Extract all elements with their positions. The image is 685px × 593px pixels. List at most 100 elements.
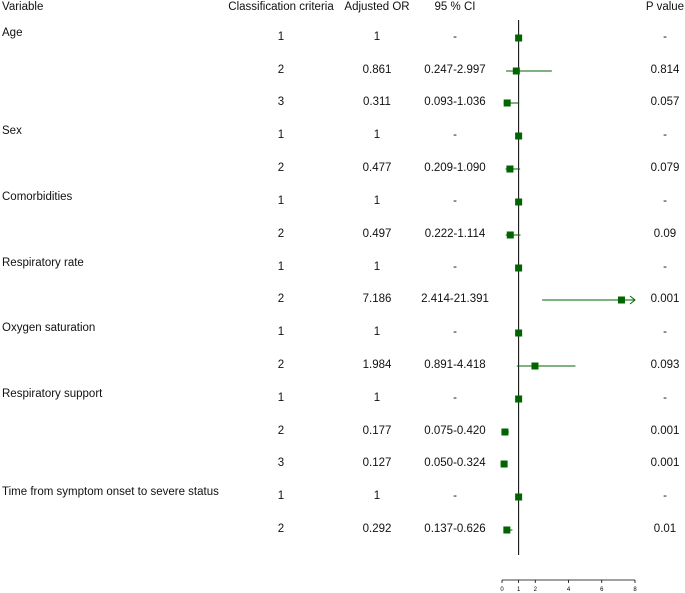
- row-ci: -: [453, 129, 457, 141]
- row-adjusted-or: 1: [373, 195, 381, 207]
- row-ci: 0.247-2.997: [424, 64, 486, 76]
- row-ci: 0.075-0.420: [424, 425, 486, 437]
- or-marker: [501, 428, 509, 436]
- header-variable: Variable: [2, 1, 44, 13]
- x-tick-label: 2: [534, 587, 538, 593]
- row-p-value: 0.814: [650, 64, 680, 76]
- row-criteria: 2: [277, 523, 285, 535]
- row-p-value: 0.057: [650, 96, 680, 108]
- row-variable: Age: [2, 27, 23, 39]
- row-criteria: 1: [277, 490, 285, 502]
- row-criteria: 2: [277, 359, 285, 371]
- row-adjusted-or: 0.311: [363, 96, 391, 108]
- row-adjusted-or: 0.497: [362, 228, 392, 240]
- or-marker: [515, 329, 523, 337]
- row-ci: 0.222-1.114: [424, 228, 486, 240]
- header-classification-criteria: Classification criteria: [228, 1, 334, 13]
- row-criteria: 1: [277, 31, 285, 43]
- row-adjusted-or: 1: [373, 326, 381, 338]
- row-p-value: -: [663, 392, 667, 404]
- row-adjusted-or: 1.984: [362, 359, 392, 371]
- or-marker: [515, 264, 523, 272]
- x-tick-label: 8: [633, 587, 637, 593]
- header-95-ci: 95 % CI: [434, 1, 476, 13]
- row-adjusted-or: 0.477: [362, 162, 392, 174]
- row-p-value: 0.001: [650, 293, 680, 305]
- row-variable: Time from symptom onset to severe status: [2, 486, 219, 498]
- x-tick-label: 6: [600, 587, 604, 593]
- header-adjusted-or: Adjusted OR: [344, 1, 410, 13]
- row-criteria: 1: [277, 129, 285, 141]
- row-variable: Sex: [2, 125, 22, 137]
- row-adjusted-or: 1: [373, 129, 381, 141]
- row-p-value: -: [663, 195, 667, 207]
- row-ci: 2.414-21.391: [421, 293, 489, 305]
- row-ci: 0.209-1.090: [424, 162, 486, 174]
- row-adjusted-or: 1: [373, 31, 381, 43]
- row-p-value: 0.079: [650, 162, 680, 174]
- row-adjusted-or: 7.186: [362, 293, 392, 305]
- row-p-value: -: [663, 31, 667, 43]
- row-variable: Respiratory rate: [2, 257, 84, 269]
- row-adjusted-or: 1: [373, 490, 381, 502]
- row-criteria: 3: [277, 96, 285, 108]
- x-tick-label: 1: [517, 587, 521, 593]
- or-marker: [506, 165, 514, 173]
- row-criteria: 2: [277, 162, 285, 174]
- or-marker: [531, 362, 539, 370]
- row-ci: -: [453, 31, 457, 43]
- or-marker: [617, 296, 625, 304]
- row-criteria: 1: [277, 392, 285, 404]
- row-criteria: 2: [277, 425, 285, 437]
- row-adjusted-or: 0.127: [362, 457, 392, 469]
- ci-arrow: [629, 295, 636, 305]
- row-adjusted-or: 1: [373, 261, 381, 273]
- row-adjusted-or: 1: [373, 392, 381, 404]
- row-p-value: -: [663, 129, 667, 141]
- row-variable: Comorbidities: [2, 191, 73, 203]
- or-marker: [515, 198, 523, 206]
- row-criteria: 2: [277, 228, 285, 240]
- row-ci: -: [453, 326, 457, 338]
- row-ci: -: [453, 392, 457, 404]
- or-marker: [515, 132, 523, 140]
- row-criteria: 1: [277, 261, 285, 273]
- x-tick-label: 4: [567, 587, 571, 593]
- row-adjusted-or: 0.292: [362, 523, 392, 535]
- row-ci: 0.137-0.626: [424, 523, 486, 535]
- row-criteria: 1: [277, 326, 285, 338]
- row-ci: -: [453, 490, 457, 502]
- or-marker: [503, 526, 511, 534]
- row-p-value: 0.001: [650, 457, 680, 469]
- or-marker: [515, 395, 523, 403]
- x-tick-label: 0: [500, 587, 504, 593]
- row-p-value: 0.01: [653, 523, 677, 535]
- row-ci: 0.891-4.418: [424, 359, 486, 371]
- or-marker: [515, 34, 523, 42]
- row-adjusted-or: 0.861: [362, 64, 392, 76]
- row-ci: 0.093-1.036: [424, 96, 486, 108]
- or-marker: [500, 460, 508, 468]
- header-p-value: P value: [645, 1, 685, 13]
- row-p-value: 0.093: [650, 359, 680, 371]
- row-criteria: 1: [277, 195, 285, 207]
- row-p-value: -: [663, 326, 667, 338]
- row-criteria: 2: [277, 64, 285, 76]
- row-p-value: 0.001: [650, 425, 680, 437]
- row-ci: 0.050-0.324: [424, 457, 486, 469]
- or-marker: [515, 493, 523, 501]
- or-marker: [503, 99, 511, 107]
- row-variable: Respiratory support: [2, 388, 103, 400]
- row-p-value: -: [663, 490, 667, 502]
- row-adjusted-or: 0.177: [362, 425, 392, 437]
- row-ci: -: [453, 195, 457, 207]
- row-criteria: 3: [277, 457, 285, 469]
- row-p-value: 0.09: [653, 228, 677, 240]
- row-p-value: -: [663, 261, 667, 273]
- row-ci: -: [453, 261, 457, 273]
- or-marker: [506, 231, 514, 239]
- row-criteria: 2: [277, 293, 285, 305]
- row-variable: Oxygen saturation: [2, 322, 96, 334]
- or-marker: [512, 67, 520, 75]
